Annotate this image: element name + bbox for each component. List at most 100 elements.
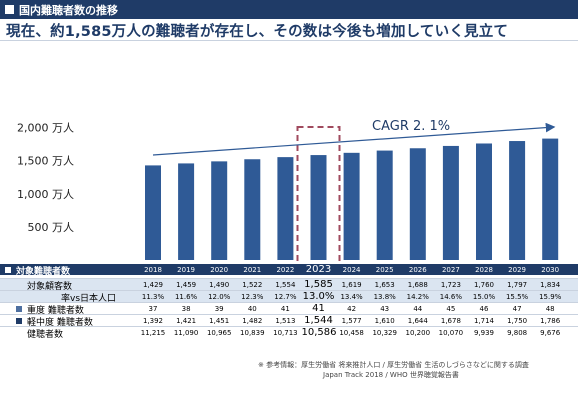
table-cell: 15.9% xyxy=(539,293,562,301)
table-cell: 43 xyxy=(380,305,390,313)
row-label-text: 重度 難聴者数 xyxy=(27,306,84,316)
row-label-text: 軽中度 難聴者数 xyxy=(27,318,93,328)
table-cell: 1,544 xyxy=(304,315,333,326)
table-cell: 1,644 xyxy=(407,317,428,325)
table-row: 重度 難聴者数 37 38 39 40 41 41 42 43 44 45 46 47 48 xyxy=(0,302,578,316)
table-cell: 1,714 xyxy=(473,317,495,325)
bar xyxy=(343,152,360,260)
table-row: 対象顧客数 1,429 1,459 1,490 1,522 1,554 1,585 1,619… xyxy=(0,278,578,292)
year-header: 2028 xyxy=(475,266,493,274)
legend-square-icon xyxy=(16,318,22,324)
year-header: 2020 xyxy=(210,266,229,274)
table-cell: 9,676 xyxy=(540,329,561,337)
bar xyxy=(310,155,327,260)
table-cell: 39 xyxy=(214,305,224,313)
table-cell: 1,522 xyxy=(242,281,263,289)
table-cell: 13.8% xyxy=(373,293,396,301)
table-cell: 42 xyxy=(347,305,357,313)
headline: 現在、約1,585万人の難聴者が存在し、その数は今後も増加していく見立て xyxy=(6,24,509,40)
table-cell: 38 xyxy=(181,305,191,313)
table-cell: 1,619 xyxy=(341,281,362,289)
bar xyxy=(244,159,261,260)
table-cell: 1,482 xyxy=(242,317,263,325)
table-cell: 1,513 xyxy=(275,317,296,325)
y-tick-label: 500 万人 xyxy=(28,221,75,234)
table-cell: 10,200 xyxy=(405,329,431,337)
footnote-line-2: Japan Track 2018 / WHO 世界聴覚報告書 xyxy=(323,371,459,379)
table-cell: 1,451 xyxy=(209,317,230,325)
table-cell: 12.0% xyxy=(208,293,231,301)
row-label-text: 対象難聴者数 xyxy=(16,267,71,277)
table-cell: 1,786 xyxy=(540,317,561,325)
divider xyxy=(0,40,578,41)
table-cell: 1,653 xyxy=(374,281,395,289)
table-cell: 1,678 xyxy=(440,317,461,325)
table-row-label: 重度 難聴者数 xyxy=(16,303,84,316)
table-cell: 12.3% xyxy=(241,293,264,301)
table-cell: 37 xyxy=(148,305,158,313)
table-cell: 14.6% xyxy=(439,293,463,301)
table-cell: 1,421 xyxy=(176,317,197,325)
table-cell: 1,585 xyxy=(304,279,333,290)
table-cell: 10,329 xyxy=(372,329,397,337)
table-cell: 14.2% xyxy=(406,293,429,301)
year-header: 2024 xyxy=(342,266,361,274)
table-cell: 15.0% xyxy=(472,293,496,301)
table-cell: 11.3% xyxy=(141,293,165,301)
bar xyxy=(178,163,195,260)
table-cell: 9,808 xyxy=(507,329,528,337)
year-header: 2029 xyxy=(508,266,526,274)
table-cell: 44 xyxy=(413,305,423,313)
table-row: 率vs日本人口 11.3% 11.6% 12.0% 12.3% 12.7% 13.0% 13.… xyxy=(0,290,578,304)
table-cell: 1,760 xyxy=(473,281,495,289)
row-label-text: 対象顧客数 xyxy=(27,282,73,292)
table-cell: 1,723 xyxy=(440,281,461,289)
table-cell: 11.6% xyxy=(174,293,198,301)
year-header: 2023 xyxy=(305,264,332,275)
table-cell: 1,750 xyxy=(507,317,528,325)
table-cell: 1,797 xyxy=(507,281,528,289)
row-label-text: 率vs日本人口 xyxy=(61,294,117,304)
table-cell: 15.5% xyxy=(505,293,529,301)
banner-square-icon xyxy=(5,5,14,14)
table-cell: 11,215 xyxy=(140,329,166,337)
bar xyxy=(542,138,559,260)
year-header: 2027 xyxy=(441,266,460,274)
highlight-box xyxy=(296,126,341,265)
table-cell: 9,939 xyxy=(473,329,495,337)
y-tick-label: 1,500 万人 xyxy=(17,155,74,168)
bar xyxy=(509,141,526,260)
bar xyxy=(442,145,459,260)
table-cell: 11,090 xyxy=(173,329,199,337)
table-row-label: 率vs日本人口 xyxy=(61,291,116,304)
table-cell: 1,392 xyxy=(142,317,164,325)
table-cell: 10,458 xyxy=(339,329,364,337)
top-banner: 国内難聴者数の推移 xyxy=(0,0,578,19)
bar xyxy=(409,148,426,260)
table-cell: 1,610 xyxy=(374,317,395,325)
table-cell: 1,459 xyxy=(176,281,197,289)
banner-title: 国内難聴者数の推移 xyxy=(19,4,118,17)
legend-square-icon xyxy=(16,306,22,312)
y-tick-label: 1,000 万人 xyxy=(17,188,74,201)
table-cell: 1,554 xyxy=(275,281,296,289)
table-cell: 10,965 xyxy=(206,329,232,337)
table-header-row: 対象難聴者数 2018 2019 2020 2021 2022 2023 2024 2025 20… xyxy=(0,264,578,277)
year-header: 2026 xyxy=(408,266,427,274)
table-cell: 47 xyxy=(512,305,522,313)
trend-arrow xyxy=(152,122,556,156)
table-row-label: 健聴者数 xyxy=(27,327,63,340)
table-cell: 12.7% xyxy=(274,293,297,301)
year-header: 2021 xyxy=(243,266,262,274)
table-cell: 1,490 xyxy=(209,281,230,289)
table-cell: 48 xyxy=(545,305,555,313)
table-cell: 41 xyxy=(312,303,325,314)
table-row-label: 軽中度 難聴者数 xyxy=(16,315,93,328)
table-cell: 10,070 xyxy=(438,329,464,337)
bar xyxy=(145,165,161,260)
table-cell: 10,586 xyxy=(301,327,337,338)
table-cell: 1,834 xyxy=(540,281,561,289)
table-cell: 10,713 xyxy=(273,329,298,337)
table-cell: 40 xyxy=(247,305,257,313)
table-row: 軽中度 難聴者数 1,392 1,421 1,451 1,482 1,513 1,544 1,… xyxy=(0,314,578,328)
